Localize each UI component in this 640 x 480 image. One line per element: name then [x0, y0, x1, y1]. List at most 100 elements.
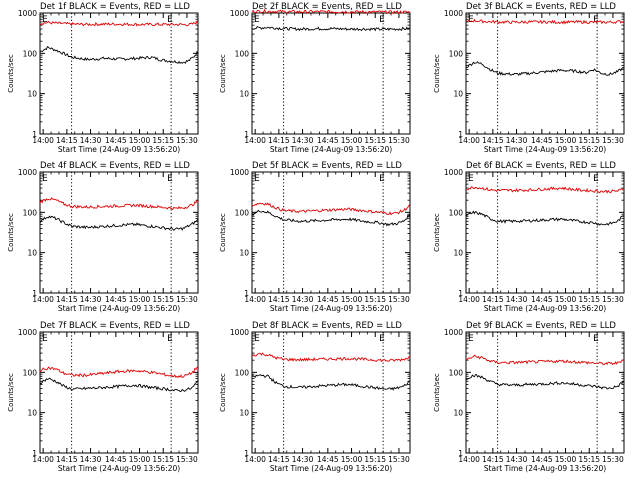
x-tick-label: 15:30	[388, 136, 410, 145]
y-tick-label: 10	[239, 409, 249, 418]
y-tick-label: 1000	[230, 9, 249, 18]
series-line-lld	[251, 352, 411, 363]
y-tick-label: 1	[244, 449, 249, 458]
x-tick-label: 15:15	[364, 136, 386, 145]
x-tick-label: 14:15	[482, 295, 504, 304]
x-tick-label: 14:15	[482, 136, 504, 145]
x-tick-label: 15:30	[602, 136, 624, 145]
y-tick-label: 100	[23, 49, 38, 58]
y-tick-label: 10	[239, 90, 249, 99]
x-tick-label: 14:00	[458, 136, 480, 145]
x-tick-label: 15:30	[176, 295, 198, 304]
y-tick-label: 1	[458, 289, 463, 298]
y-tick-label: 1000	[18, 328, 37, 337]
x-tick-label: 15:15	[578, 136, 600, 145]
y-axis-label: Counts/sec	[433, 373, 441, 412]
series-line-events	[39, 46, 199, 64]
marker-label-right: E	[379, 174, 385, 184]
series-line-lld	[465, 186, 625, 194]
plot-frame	[251, 12, 411, 135]
marker-label-left: E	[254, 15, 260, 25]
x-tick-label: 14:30	[506, 295, 528, 304]
y-tick-label: 10	[453, 90, 463, 99]
series-line-lld	[251, 202, 411, 216]
x-tick-label: 14:15	[56, 295, 78, 304]
x-tick-label: 14:45	[105, 455, 127, 464]
x-tick-label: 15:15	[364, 295, 386, 304]
x-tick-label: 14:15	[268, 455, 290, 464]
x-tick-label: 15:00	[555, 455, 577, 464]
x-tick-label: 14:15	[268, 136, 290, 145]
marker-label-right: E	[593, 174, 599, 184]
panel-title: Det 1f BLACK = Events, RED = LLD	[40, 2, 190, 12]
x-tick-label: 15:00	[341, 455, 363, 464]
x-tick-label: 14:30	[80, 136, 102, 145]
series-line-events	[39, 215, 199, 231]
plot-frame	[251, 171, 411, 294]
x-tick-label: 15:15	[152, 136, 174, 145]
series-line-lld	[465, 18, 625, 25]
x-tick-label: 14:15	[482, 455, 504, 464]
marker-label-right: E	[379, 334, 385, 344]
x-axis-label: Start Time (24-Aug-09 13:56:20)	[484, 304, 606, 313]
x-tick-label: 15:00	[129, 455, 151, 464]
panel-det-1: Det 1f BLACK = Events, RED = LLD 1 10 100 10…	[7, 2, 199, 154]
x-tick-label: 14:00	[32, 455, 54, 464]
y-axis-label: Counts/sec	[219, 373, 227, 412]
series-line-lld	[465, 354, 625, 366]
series-line-events	[465, 374, 625, 390]
x-tick-label: 15:00	[555, 136, 577, 145]
marker-label-left: E	[254, 174, 260, 184]
x-tick-label: 14:30	[292, 136, 314, 145]
marker-label-left: E	[468, 174, 474, 184]
x-tick-label: 14:45	[105, 295, 127, 304]
marker-label-left: E	[468, 334, 474, 344]
marker-label-left: E	[254, 334, 260, 344]
panel-title: Det 3f BLACK = Events, RED = LLD	[466, 2, 616, 12]
panel-det-7: Det 7f BLACK = Events, RED = LLD 1 10 100 10…	[7, 321, 199, 473]
x-tick-label: 15:30	[388, 455, 410, 464]
series-line-events	[465, 61, 625, 77]
y-tick-label: 100	[449, 368, 464, 377]
y-tick-label: 100	[23, 368, 38, 377]
y-tick-label: 1	[458, 449, 463, 458]
marker-label-right: E	[167, 174, 173, 184]
series-line-events	[465, 210, 625, 226]
x-tick-label: 15:00	[341, 295, 363, 304]
x-axis-label: Start Time (24-Aug-09 13:56:20)	[270, 304, 392, 313]
x-tick-label: 14:00	[244, 295, 266, 304]
marker-label-left: E	[42, 15, 48, 25]
panel-det-9: Det 9f BLACK = Events, RED = LLD 1 10 100 10…	[433, 321, 625, 473]
panel-title: Det 7f BLACK = Events, RED = LLD	[40, 321, 190, 331]
y-tick-label: 100	[235, 368, 250, 377]
y-axis-label: Counts/sec	[7, 54, 15, 93]
plot-frame	[39, 12, 199, 135]
x-tick-label: 15:15	[364, 455, 386, 464]
x-tick-label: 15:15	[578, 455, 600, 464]
x-tick-label: 15:15	[578, 295, 600, 304]
x-tick-label: 15:00	[555, 295, 577, 304]
y-tick-label: 1	[244, 289, 249, 298]
y-tick-label: 10	[453, 409, 463, 418]
x-tick-label: 14:45	[531, 455, 553, 464]
plot-frame	[465, 331, 625, 454]
x-axis-label: Start Time (24-Aug-09 13:56:20)	[58, 464, 180, 473]
y-tick-label: 1000	[230, 168, 249, 177]
x-tick-label: 14:30	[292, 295, 314, 304]
x-axis-label: Start Time (24-Aug-09 13:56:20)	[484, 464, 606, 473]
x-tick-label: 15:30	[176, 455, 198, 464]
y-tick-label: 1000	[18, 9, 37, 18]
panel-title: Det 5f BLACK = Events, RED = LLD	[252, 161, 402, 171]
x-tick-label: 14:00	[458, 455, 480, 464]
x-axis-label: Start Time (24-Aug-09 13:56:20)	[58, 145, 180, 154]
y-tick-label: 1000	[230, 328, 249, 337]
y-tick-label: 1000	[444, 168, 463, 177]
plot-frame	[465, 171, 625, 294]
y-axis-label: Counts/sec	[7, 213, 15, 252]
x-tick-label: 14:45	[317, 136, 339, 145]
series-line-events	[251, 209, 411, 227]
x-axis-label: Start Time (24-Aug-09 13:56:20)	[58, 304, 180, 313]
marker-label-left: E	[42, 174, 48, 184]
x-axis-label: Start Time (24-Aug-09 13:56:20)	[270, 145, 392, 154]
